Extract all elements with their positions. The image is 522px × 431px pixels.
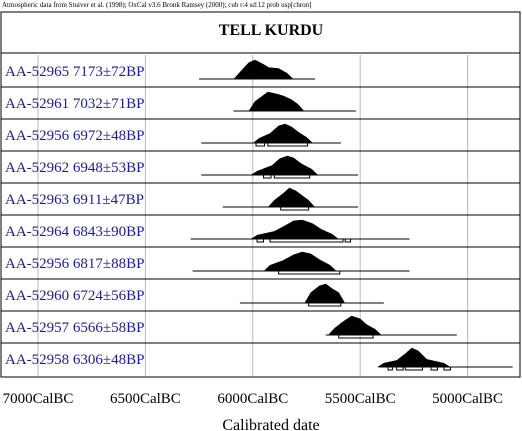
sample-label: AA-52956 6972±48BP xyxy=(5,128,145,144)
probability-distribution xyxy=(267,187,316,208)
range-bracket xyxy=(278,271,341,275)
range-bracket xyxy=(338,335,374,339)
probability-distribution xyxy=(304,283,346,304)
sample-label: AA-52963 6911±47BP xyxy=(5,192,144,208)
sample-rows: AA-52965 7173±72BP AA-52961 7032±71BP AA-5… xyxy=(1,59,520,371)
probability-distribution xyxy=(263,251,337,272)
range-bracket xyxy=(280,207,310,211)
x-tick-label: 5000CalBC xyxy=(432,391,503,407)
probability-distribution xyxy=(376,347,451,368)
range-bracket xyxy=(255,143,266,147)
x-axis-label: Calibrated date xyxy=(222,417,319,431)
probability-distribution xyxy=(248,91,305,112)
header-note: Atmospheric data from Stuiver et al. (19… xyxy=(2,1,312,9)
probability-distribution xyxy=(327,315,382,336)
range-bracket xyxy=(430,367,438,371)
range-bracket xyxy=(404,367,423,371)
x-tick-label: 6500CalBC xyxy=(110,391,181,407)
sample-label: AA-52961 7032±71BP xyxy=(5,96,145,112)
sample-label: AA-52962 6948±53BP xyxy=(5,160,145,176)
x-tick-labels: 7000CalBC 6500CalBC 6000CalBC 5500CalBC 5000… xyxy=(3,391,503,407)
x-tick-label: 6000CalBC xyxy=(217,391,288,407)
range-bracket xyxy=(256,239,265,243)
range-bracket xyxy=(344,239,352,243)
sample-label: AA-52965 7173±72BP xyxy=(5,64,145,80)
probability-distribution xyxy=(250,155,319,176)
plot-frame xyxy=(0,11,521,378)
range-bracket xyxy=(267,143,309,147)
probability-distribution xyxy=(252,123,314,144)
range-bracket xyxy=(269,239,344,243)
sample-label: AA-52958 6306±48BP xyxy=(5,352,145,368)
range-bracket xyxy=(396,367,404,371)
sample-label: AA-52960 6724±56BP xyxy=(5,288,145,304)
range-bracket xyxy=(273,175,311,179)
range-bracket xyxy=(387,367,393,371)
range-bracket xyxy=(443,367,451,371)
x-tick-label: 7000CalBC xyxy=(3,391,74,407)
sample-label: AA-52964 6843±90BP xyxy=(5,224,145,240)
probability-distribution xyxy=(250,219,340,240)
probability-distribution xyxy=(233,59,294,80)
range-bracket xyxy=(263,175,272,179)
chart-title: TELL KURDU xyxy=(219,22,324,39)
range-bracket xyxy=(308,303,342,307)
sample-label: AA-52956 6817±88BP xyxy=(5,256,145,272)
sample-label: AA-52957 6566±58BP xyxy=(5,320,145,336)
x-tick-label: 5500CalBC xyxy=(325,391,396,407)
